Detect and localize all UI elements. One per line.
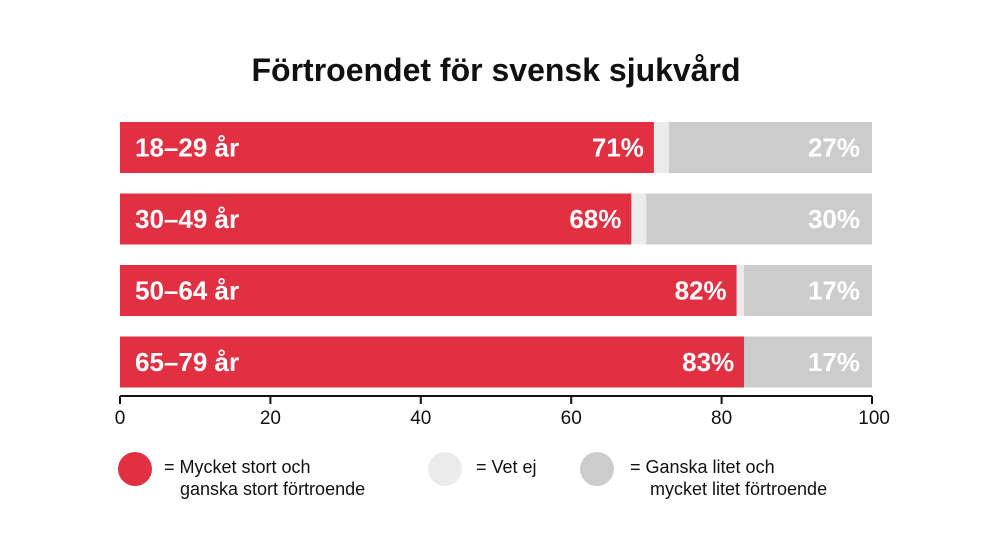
data-label-stort: 83% (682, 347, 734, 377)
bar-vet-ej (736, 265, 745, 316)
legend-label-litet-line2: mycket litet förtroende (650, 479, 828, 499)
legend-swatch-vet-ej (428, 452, 462, 486)
bar-vet-ej (631, 193, 647, 245)
bar-litet (646, 193, 872, 245)
x-tick-label: 40 (410, 408, 431, 429)
bar-stort (120, 265, 737, 316)
data-label-litet: 17% (808, 276, 860, 306)
data-label-stort: 82% (675, 276, 727, 306)
legend-label-stort-line2: ganska stort förtroende (180, 479, 366, 499)
legend-label-vet-ej-line1: = Vet ej (476, 457, 537, 477)
x-tick-label: 60 (561, 408, 582, 429)
category-label: 30–49 år (135, 204, 239, 234)
chart-title: Förtroendet för svensk sjukvård (251, 52, 741, 88)
bar-stort (120, 122, 654, 173)
data-label-litet: 17% (808, 347, 860, 377)
bar-litet (668, 122, 872, 173)
legend-label-vet-ej: = Vet ej (476, 456, 537, 478)
bar-litet (744, 336, 872, 388)
data-label-litet: 27% (808, 133, 860, 163)
bar-stort (120, 193, 632, 245)
category-label: 65–79 år (135, 347, 239, 377)
legend-swatch-litet (580, 452, 614, 486)
data-label-stort: 68% (569, 204, 621, 234)
x-tick-label: 20 (260, 408, 281, 429)
legend-label-stort: = Mycket stort och ganska stort förtroen… (164, 456, 365, 500)
legend-label-stort-line1: = Mycket stort och (164, 457, 311, 477)
legend-label-litet-line1: = Ganska litet och (630, 457, 775, 477)
bar-vet-ej (653, 122, 669, 173)
category-label: 18–29 år (135, 133, 239, 163)
legend: = Mycket stort och ganska stort förtroen… (0, 452, 992, 512)
bar-chart: 18–29 år 71% 27% 30–49 år 68% 30% 50–64 år 82% 1… (115, 122, 890, 429)
x-tick-label: 100 (858, 408, 890, 429)
bar-stort (120, 336, 745, 388)
legend-swatch-stort (118, 452, 152, 486)
x-tick-label: 80 (711, 408, 732, 429)
data-label-litet: 30% (808, 204, 860, 234)
legend-label-litet: = Ganska litet och mycket litet förtroen… (630, 456, 827, 500)
x-tick-label: 0 (115, 408, 126, 429)
data-label-stort: 71% (592, 133, 644, 163)
category-label: 50–64 år (135, 276, 239, 306)
bar-litet (744, 265, 872, 316)
